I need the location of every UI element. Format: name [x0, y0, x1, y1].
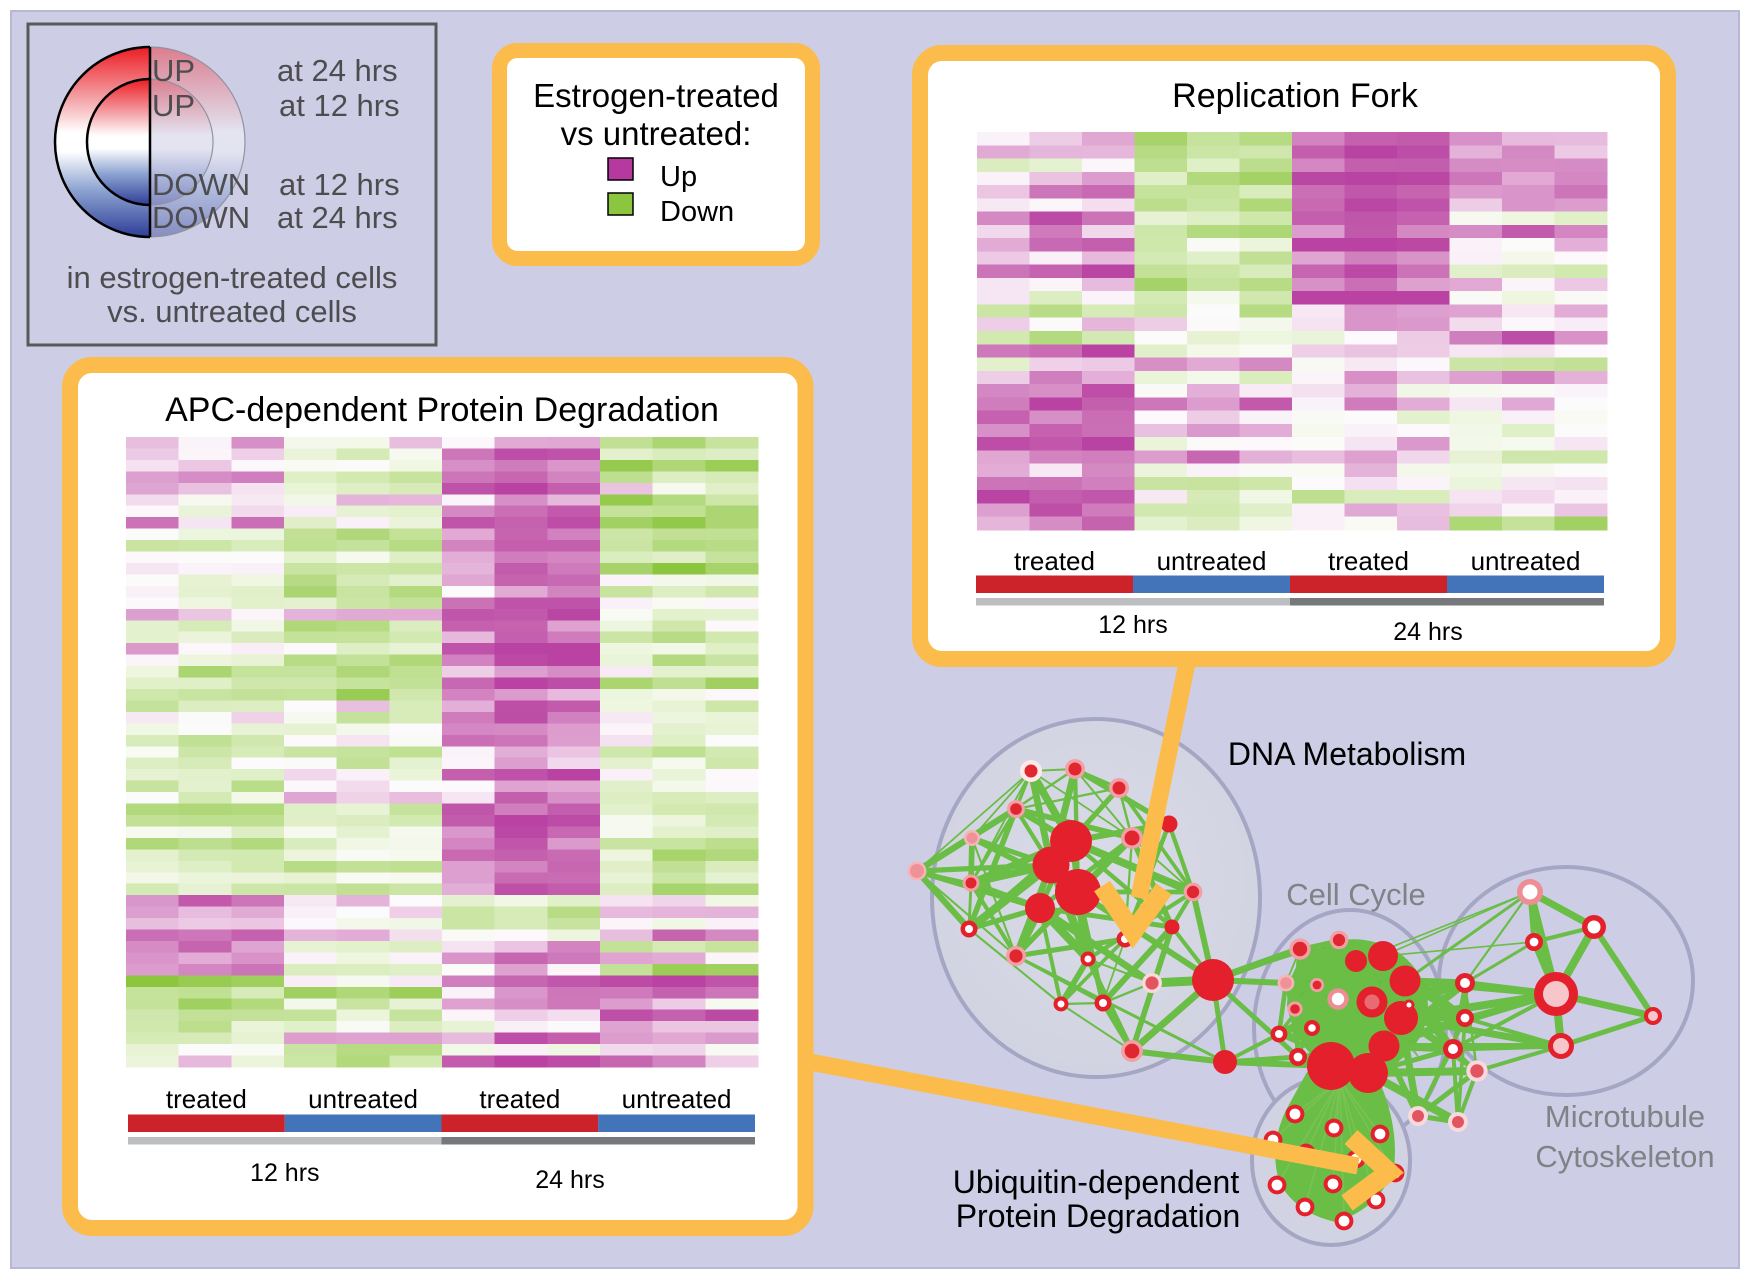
svg-text:untreated: untreated: [1157, 546, 1267, 576]
svg-text:Cell Cycle: Cell Cycle: [1286, 877, 1426, 912]
svg-text:at 12 hrs: at 12 hrs: [279, 88, 400, 123]
svg-text:at 24 hrs: at 24 hrs: [277, 53, 398, 88]
svg-text:24 hrs: 24 hrs: [535, 1166, 604, 1194]
svg-text:Replication Fork: Replication Fork: [1172, 77, 1419, 115]
svg-text:DOWN: DOWN: [152, 167, 250, 202]
svg-text:Protein Degradation: Protein Degradation: [956, 1198, 1241, 1234]
svg-text:Ubiquitin-dependent: Ubiquitin-dependent: [953, 1164, 1240, 1200]
svg-text:treated: treated: [479, 1084, 560, 1114]
svg-text:Down: Down: [660, 196, 734, 228]
svg-text:at 12 hrs: at 12 hrs: [279, 167, 400, 202]
svg-text:untreated: untreated: [622, 1084, 732, 1114]
svg-text:vs untreated:: vs untreated:: [561, 115, 752, 152]
svg-text:UP: UP: [152, 53, 195, 88]
svg-text:APC-dependent Protein Degradat: APC-dependent Protein Degradation: [165, 391, 719, 429]
svg-text:UP: UP: [152, 88, 195, 123]
svg-text:24 hrs: 24 hrs: [1393, 618, 1462, 646]
svg-text:treated: treated: [1328, 546, 1409, 576]
svg-text:at 24 hrs: at 24 hrs: [277, 200, 398, 235]
svg-text:DOWN: DOWN: [152, 200, 250, 235]
svg-text:Microtubule: Microtubule: [1545, 1099, 1705, 1134]
svg-text:in estrogen-treated cells: in estrogen-treated cells: [67, 260, 398, 295]
svg-text:vs. untreated cells: vs. untreated cells: [107, 294, 357, 329]
svg-text:untreated: untreated: [1471, 546, 1581, 576]
svg-text:Cytoskeleton: Cytoskeleton: [1535, 1139, 1714, 1174]
svg-text:Estrogen-treated: Estrogen-treated: [533, 77, 779, 114]
svg-text:treated: treated: [1014, 546, 1095, 576]
svg-text:treated: treated: [166, 1084, 247, 1114]
svg-text:12 hrs: 12 hrs: [250, 1159, 319, 1187]
svg-text:Up: Up: [660, 161, 697, 193]
svg-text:untreated: untreated: [308, 1084, 418, 1114]
svg-text:DNA Metabolism: DNA Metabolism: [1228, 736, 1466, 772]
svg-text:12 hrs: 12 hrs: [1098, 611, 1167, 639]
